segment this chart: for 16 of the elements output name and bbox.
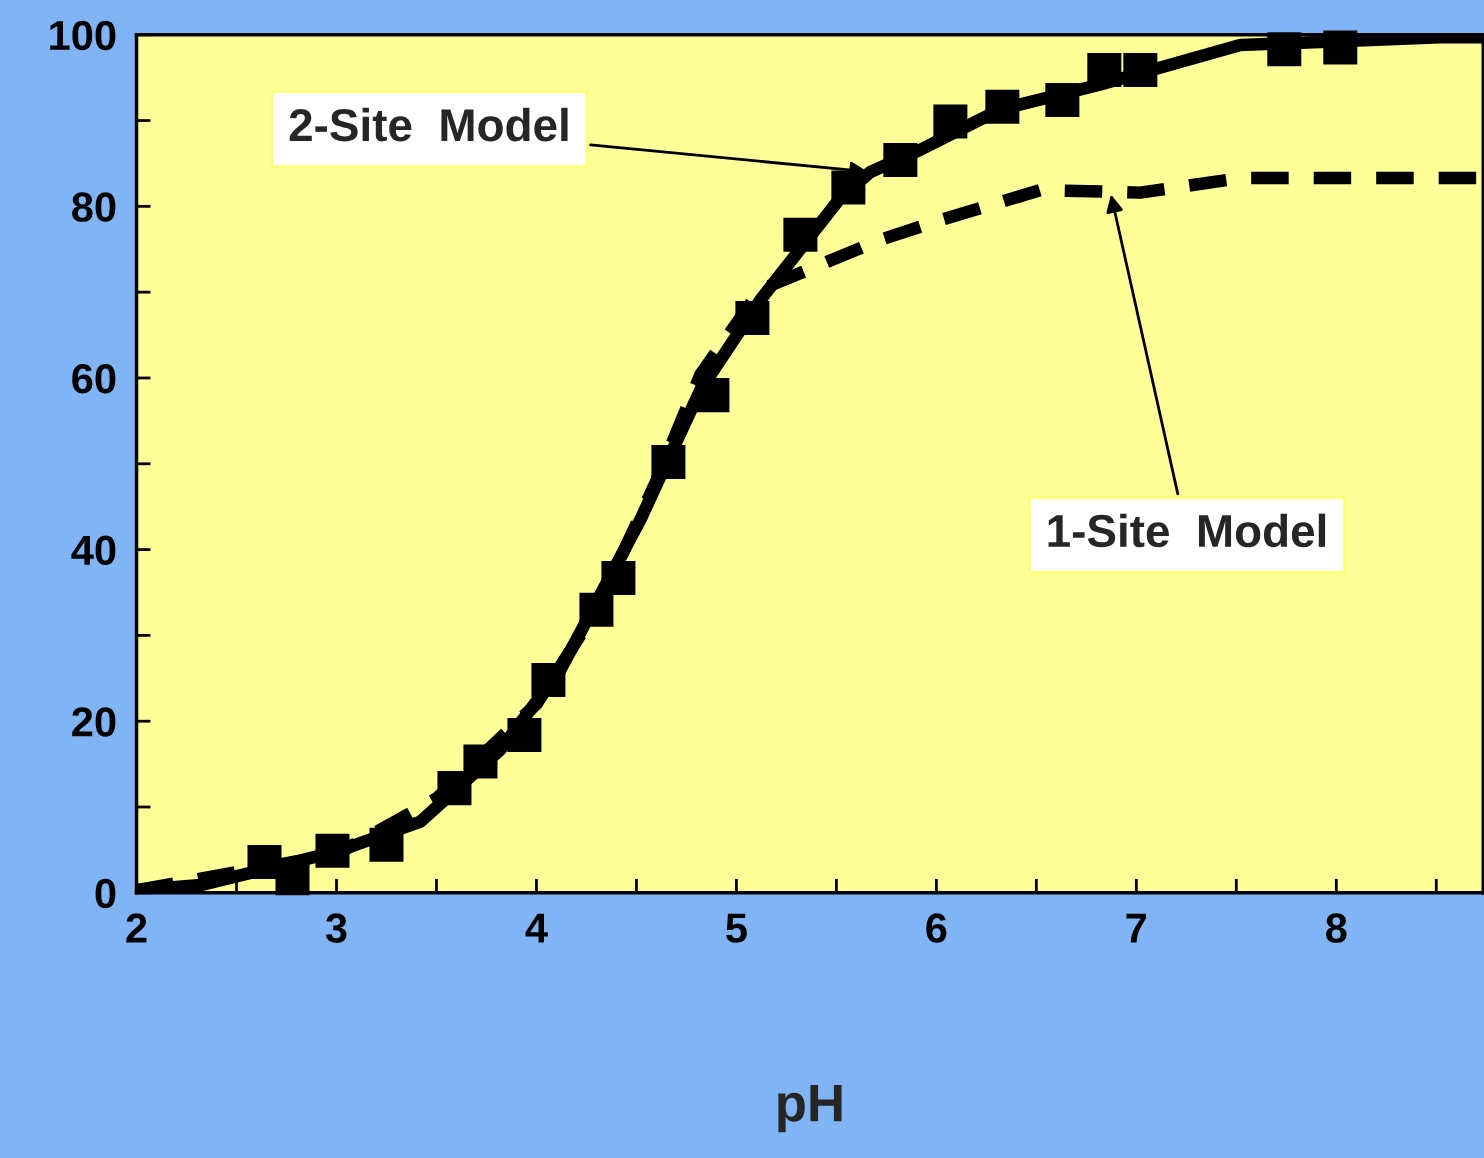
x-tick-label: 2 [126, 913, 147, 943]
x-tick-label: 5 [726, 913, 747, 943]
annotation: 1-Site Model [1048, 513, 1326, 548]
x-tick-label: 7 [1126, 913, 1147, 943]
y-tick-label: 60 [72, 363, 116, 394]
y-tick-label: 20 [72, 707, 116, 737]
y-tick-label: 100 [50, 20, 116, 51]
y-tick-label: 80 [72, 192, 116, 222]
y-tick-label: 40 [71, 535, 116, 566]
x-tick-label: 4 [525, 913, 548, 943]
annotation: 2-Site Model [289, 107, 568, 142]
x-tick-label: 6 [926, 913, 947, 943]
x-tick-label: 8 [1326, 913, 1347, 943]
x-tick-label: 3 [325, 913, 347, 943]
x-axis-title: pH [778, 1084, 842, 1133]
y-tick-label: 0 [95, 878, 116, 909]
